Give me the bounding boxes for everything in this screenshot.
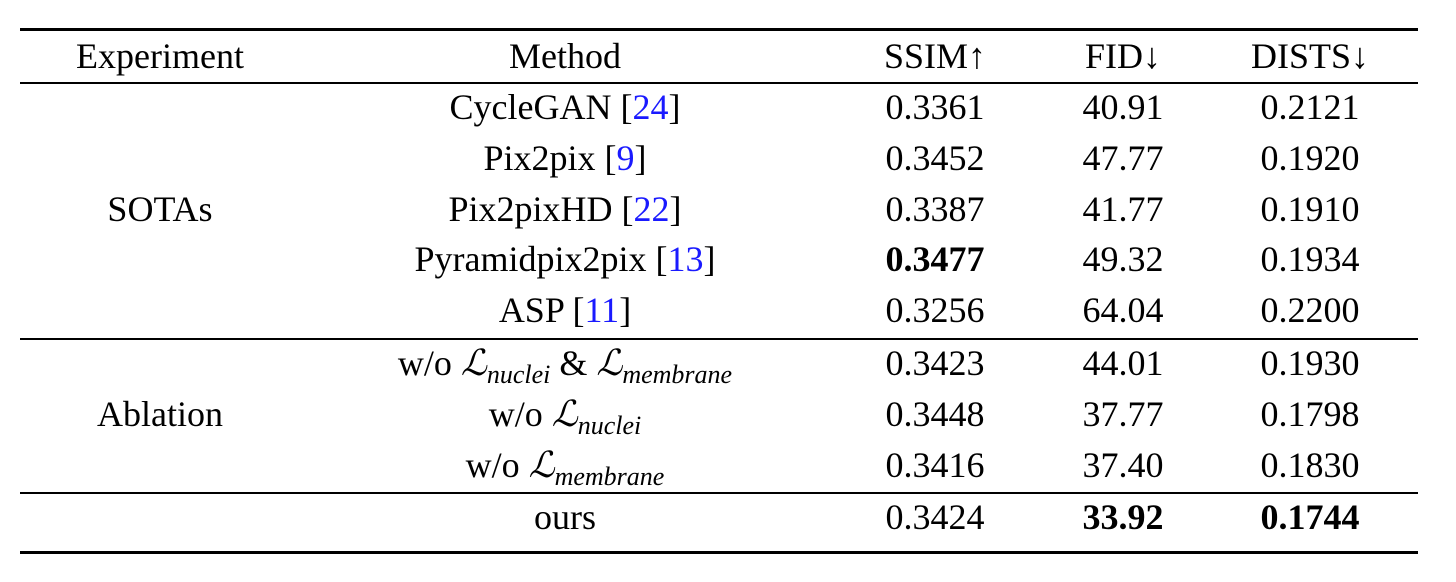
method-part: 9 [616,137,635,178]
header-cell: Method [509,36,621,76]
value-cell: 33.92 [1082,497,1164,538]
method-part: nuclei [486,360,551,389]
method-part: ] [619,290,632,331]
value-cell: 0.1744 [1260,497,1360,538]
header-cell: FID↓ [1084,36,1162,76]
method-cell: w/o ℒmembrane [465,444,665,490]
rule [20,28,1418,31]
value-cell: 37.77 [1082,393,1164,434]
header-cell: DISTS↓ [1250,36,1370,76]
value-cell: 0.3361 [885,87,985,127]
value-cell: 0.1910 [1260,188,1360,229]
value-cell: 0.3416 [885,444,985,485]
value-cell: 64.04 [1082,290,1164,331]
rule [20,550,1418,554]
header-cell: Experiment [76,36,244,76]
method-part: ] [703,239,716,280]
method-part: Pyramidpix2pix [ [414,239,668,280]
method-part: 13 [667,239,704,280]
method-part: 22 [633,188,670,229]
value-cell: 37.40 [1082,444,1164,485]
value-cell: 0.3387 [885,188,985,229]
method-cell: ASP [11] [499,292,631,328]
value-cell: 0.1798 [1260,393,1360,434]
value-cell: 40.91 [1082,87,1164,127]
value-cell: 0.3423 [885,343,985,383]
header-cell: SSIM↑ [883,36,987,76]
value-cell: 49.32 [1082,239,1164,280]
method-part: & [550,343,597,383]
rule [20,337,1418,340]
method-part: Pix2pixHD [ [448,188,634,229]
method-part: membrane [622,360,733,389]
method-part: ] [669,188,682,229]
method-cell: w/o ℒnuclei [488,393,641,439]
value-cell: 0.3424 [885,497,985,538]
method-part: 11 [584,290,620,331]
method-part: ] [634,137,647,178]
value-cell: 0.1934 [1260,239,1360,280]
method-cell: Pix2pixHD [22] [448,191,681,227]
method-part: w/o [397,343,461,383]
value-cell: 0.3448 [885,393,985,434]
value-cell: 0.1830 [1260,444,1360,485]
method-part: 24 [632,87,669,127]
value-cell: 0.3256 [885,290,985,331]
method-part: ℒ [596,343,623,383]
value-cell: 47.77 [1082,137,1164,178]
rule [20,492,1418,494]
value-cell: 41.77 [1082,188,1164,229]
method-cell: Pyramidpix2pix [13] [415,241,716,277]
method-part: w/o [488,393,552,434]
method-part: membrane [554,461,665,491]
method-part: ℒ [528,444,555,485]
value-cell: 0.2121 [1260,87,1360,127]
rule [20,82,1418,84]
method-part: ] [668,87,681,127]
method-part: CycleGAN [ [449,87,633,127]
method-cell: CycleGAN [24] [450,89,681,125]
method-part: ℒ [551,393,578,434]
value-cell: 0.1920 [1260,137,1360,178]
method-part: w/o [465,444,529,485]
value-cell: 0.3452 [885,137,985,178]
method-part: ℒ [460,343,487,383]
value-cell: 0.2200 [1260,290,1360,331]
method-cell: w/o ℒnuclei & ℒmembrane [397,343,732,388]
value-cell: 44.01 [1082,343,1164,383]
method-cell: ours [534,499,596,535]
method-part: ASP [ [498,290,585,331]
method-part: Pix2pix [ [483,137,617,178]
value-cell: 0.3477 [885,239,985,280]
method-cell: Pix2pix [9] [483,140,646,176]
group-label: Ablation [97,393,223,434]
method-part: nuclei [577,410,642,440]
method-part: ours [534,497,596,538]
group-label: SOTAs [107,188,213,229]
value-cell: 0.1930 [1260,343,1360,383]
